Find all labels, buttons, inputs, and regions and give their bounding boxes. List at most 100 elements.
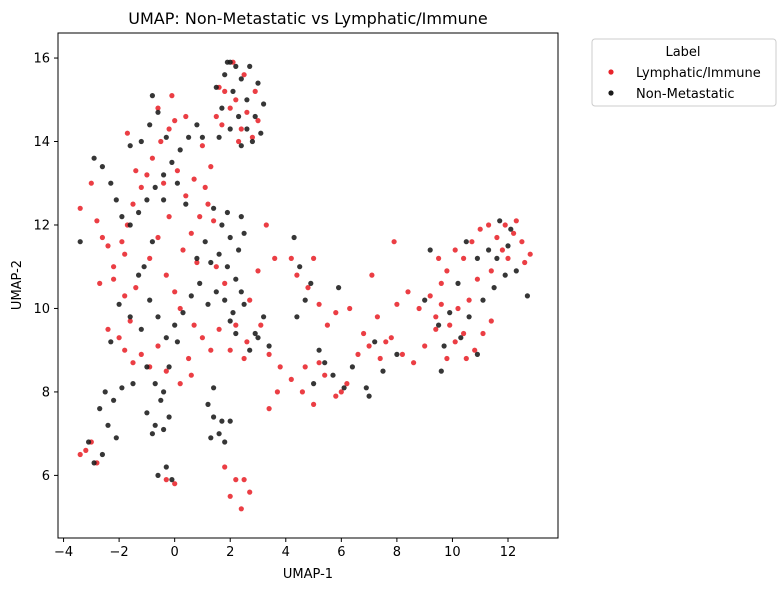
point-lymphatic-immune [241,477,247,483]
point-non-metastatic [222,439,228,445]
point-non-metastatic [138,326,144,332]
point-lymphatic-immune [519,239,525,245]
point-non-metastatic [161,389,167,395]
point-lymphatic-immune [436,255,442,261]
point-lymphatic-immune [122,347,128,353]
point-lymphatic-immune [333,310,339,316]
point-non-metastatic [158,397,164,403]
point-lymphatic-immune [461,255,467,261]
point-non-metastatic [138,138,144,145]
point-lymphatic-immune [172,481,178,487]
point-lymphatic-immune [316,301,322,307]
point-lymphatic-immune [466,297,472,303]
point-non-metastatic [466,314,472,320]
point-lymphatic-immune [399,351,405,357]
point-non-metastatic [427,247,433,253]
point-non-metastatic [169,477,175,483]
point-non-metastatic [236,247,242,253]
point-lymphatic-immune [299,389,305,395]
point-non-metastatic [163,134,169,140]
point-lymphatic-immune [222,464,228,470]
point-lymphatic-immune [213,264,219,270]
point-lymphatic-immune [241,355,247,362]
point-lymphatic-immune [241,72,247,78]
point-lymphatic-immune [238,506,244,512]
point-non-metastatic [172,322,178,328]
point-non-metastatic [155,472,161,478]
point-non-metastatic [422,297,428,303]
point-lymphatic-immune [127,318,133,324]
point-non-metastatic [108,339,114,345]
point-lymphatic-immune [255,118,261,124]
point-lymphatic-immune [452,339,458,345]
point-lymphatic-immune [522,259,528,266]
legend-entry-non-metastatic: Non-Metastatic [636,87,735,102]
point-lymphatic-immune [255,268,261,274]
point-non-metastatic [174,180,180,186]
point-lymphatic-immune [316,360,322,366]
point-lymphatic-immune [88,180,94,186]
point-non-metastatic [127,222,133,228]
legend-frame [591,38,777,107]
point-non-metastatic [258,130,264,136]
point-lymphatic-immune [163,272,169,278]
point-lymphatic-immune [199,335,205,341]
point-non-metastatic [113,197,119,203]
point-lymphatic-immune [444,355,450,362]
point-lymphatic-immune [191,322,197,328]
point-non-metastatic [238,76,244,82]
point-non-metastatic [216,251,222,257]
point-non-metastatic [144,197,150,203]
point-non-metastatic [91,155,97,161]
point-lymphatic-immune [166,214,172,220]
point-non-metastatic [341,385,347,391]
point-lymphatic-immune [197,214,203,220]
y-axis: 6 8 10 12 14 16 [33,52,58,484]
y-tick-label: 14 [33,135,50,150]
point-non-metastatic [316,347,322,353]
point-non-metastatic [211,385,217,391]
point-non-metastatic [219,418,225,424]
point-non-metastatic [219,105,225,111]
point-non-metastatic [255,335,261,341]
point-lymphatic-immune [311,255,317,261]
point-non-metastatic [163,335,169,341]
point-lymphatic-immune [130,201,136,207]
point-non-metastatic [116,301,122,307]
point-non-metastatic [241,301,247,307]
point-non-metastatic [311,381,317,387]
point-lymphatic-immune [172,289,178,295]
point-lymphatic-immune [186,355,192,362]
point-non-metastatic [474,351,480,357]
point-non-metastatic [238,214,244,220]
point-non-metastatic [91,460,97,466]
point-lymphatic-immune [388,335,394,341]
point-lymphatic-immune [252,88,258,94]
point-lymphatic-immune [111,264,117,270]
point-lymphatic-immune [77,451,83,458]
y-tick-label: 6 [42,469,50,484]
point-non-metastatic [447,310,453,316]
point-lymphatic-immune [188,230,194,236]
point-lymphatic-immune [391,239,397,245]
point-lymphatic-immune [105,243,111,249]
point-lymphatic-immune [480,330,486,337]
point-non-metastatic [238,289,244,295]
point-non-metastatic [99,451,105,458]
point-non-metastatic [216,431,222,437]
x-tick-label: 6 [337,545,345,560]
point-lymphatic-immune [499,247,505,253]
point-non-metastatic [497,218,503,224]
point-lymphatic-immune [361,330,367,337]
point-non-metastatic [513,268,519,274]
point-lymphatic-immune [249,134,255,140]
point-lymphatic-immune [138,184,144,190]
point-non-metastatic [97,406,103,412]
point-non-metastatic [188,293,194,299]
point-lymphatic-immune [99,234,105,241]
point-non-metastatic [455,280,461,286]
point-non-metastatic [197,280,203,286]
point-lymphatic-immune [130,360,136,366]
point-lymphatic-immune [488,268,494,274]
point-non-metastatic [247,347,253,353]
